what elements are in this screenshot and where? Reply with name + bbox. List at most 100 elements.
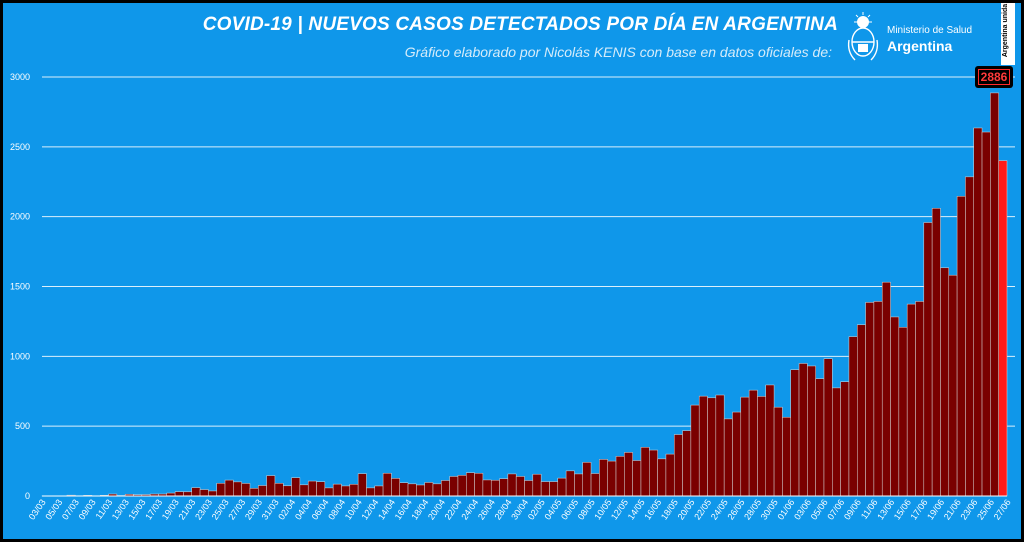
bar [965, 176, 974, 497]
bar [798, 363, 808, 497]
bar [649, 449, 658, 497]
y-tick-label: 1000 [10, 351, 30, 361]
x-tick-label: 09/03 [77, 497, 98, 521]
bar [208, 490, 217, 497]
bar [624, 452, 633, 497]
bar [748, 389, 758, 497]
bar [307, 480, 317, 497]
max-value-callout: 2886 [975, 66, 1013, 88]
bar [990, 92, 999, 497]
bar [832, 387, 841, 497]
bar [973, 127, 983, 497]
bar [931, 208, 941, 497]
bar [823, 358, 833, 497]
bar [432, 483, 442, 497]
bar [940, 267, 950, 497]
bar [449, 476, 459, 497]
y-tick-label: 0 [25, 491, 30, 501]
bar [632, 460, 642, 497]
bar [482, 479, 492, 497]
bar [499, 478, 509, 497]
bar [848, 336, 858, 497]
bar [466, 472, 475, 497]
bar [490, 479, 500, 497]
bar [981, 131, 991, 497]
y-tick-label: 2000 [10, 212, 30, 222]
bar [657, 458, 667, 497]
bar [723, 418, 733, 497]
bar [673, 434, 683, 497]
bar [807, 365, 816, 497]
bar [549, 481, 559, 497]
bar [474, 472, 484, 497]
bar-highlight [998, 160, 1008, 497]
bar [840, 381, 850, 497]
y-tick-label: 2500 [10, 142, 30, 152]
bar [366, 487, 376, 497]
bar [224, 479, 234, 497]
bar [698, 395, 708, 497]
bar [507, 473, 517, 497]
y-tick-label: 3000 [10, 72, 30, 82]
bar [291, 477, 301, 497]
bar [332, 483, 342, 497]
bar [191, 487, 201, 497]
y-tick-label: 1500 [10, 282, 30, 292]
bar [357, 473, 367, 497]
bar [283, 485, 292, 497]
bar [341, 485, 351, 497]
bar [391, 478, 400, 497]
y-tick-label: 500 [15, 421, 30, 431]
bar [349, 484, 359, 497]
bar [765, 384, 775, 497]
bar [707, 397, 717, 497]
bar [316, 481, 326, 497]
bar [299, 484, 309, 497]
bar [599, 459, 608, 497]
chart-subtitle: Gráfico elaborado por Nicolás KENIS con … [404, 44, 832, 60]
bar [266, 475, 276, 497]
bar [740, 396, 750, 497]
bar [457, 475, 467, 497]
logo-line1: Ministerio de Salud [887, 25, 973, 36]
bar [915, 301, 925, 497]
bar [258, 485, 267, 497]
bar [441, 480, 450, 497]
bar [574, 473, 583, 497]
bar [249, 488, 259, 497]
bar [732, 411, 742, 497]
logo-line2: Argentina [887, 38, 953, 54]
bar [524, 480, 534, 497]
bar [382, 472, 392, 497]
bar [757, 396, 766, 497]
bar [607, 460, 617, 497]
bar [948, 274, 958, 497]
bar [890, 316, 900, 497]
bar [615, 456, 625, 497]
side-tag-label: Argentina unida [1002, 3, 1010, 58]
bar [557, 477, 567, 497]
chart-title: COVID-19 | NUEVOS CASOS DETECTADOS POR D… [202, 14, 838, 35]
bar [790, 369, 800, 497]
ministerio-salud-logo: Ministerio de Salud Argentina [843, 10, 993, 66]
x-tick-label: 09/06 [842, 497, 863, 521]
bar [682, 430, 692, 497]
max-value-label: 2886 [978, 69, 1010, 85]
bar [274, 483, 284, 497]
x-tick-label: 27/06 [992, 497, 1013, 521]
bar [640, 447, 650, 497]
bar [183, 491, 192, 497]
bar [233, 481, 242, 497]
bar [782, 416, 791, 497]
argentina-unida-tag: Argentina unida [1001, 3, 1015, 65]
bar [873, 301, 883, 497]
bar [898, 327, 908, 497]
bar [857, 324, 866, 497]
bar [815, 378, 825, 497]
bar [881, 281, 891, 497]
bar [399, 482, 409, 497]
bar [424, 482, 434, 497]
bar [590, 473, 600, 497]
bar [773, 406, 783, 497]
